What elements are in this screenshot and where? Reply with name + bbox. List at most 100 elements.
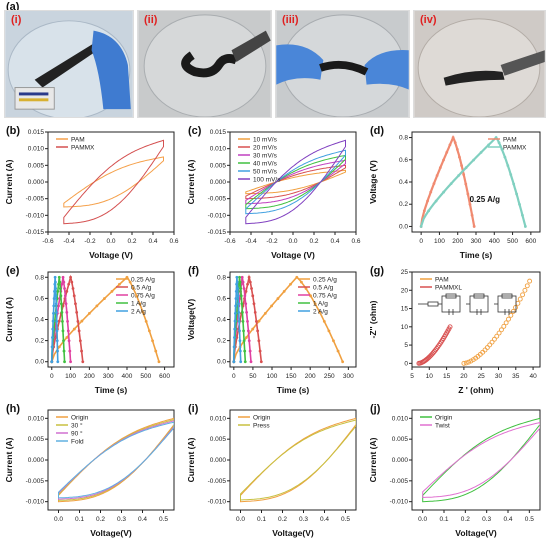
data-point (258, 349, 262, 353)
data-point (479, 150, 483, 154)
data-point (515, 300, 521, 306)
data-point (427, 209, 431, 213)
x-tick-label: 0.0 (236, 516, 245, 523)
data-point (461, 360, 467, 366)
data-point (233, 311, 237, 315)
data-point (95, 304, 99, 308)
data-point (523, 225, 527, 228)
data-point (55, 319, 59, 323)
x-tick-label: 0.1 (75, 516, 84, 523)
data-point (57, 275, 61, 279)
data-point (138, 302, 142, 306)
x-tick-label: 0.2 (96, 516, 105, 523)
data-point (464, 166, 468, 170)
data-point (487, 342, 493, 348)
x-axis-label: Time (s) (95, 385, 128, 395)
data-point (470, 213, 474, 217)
x-tick-label: 0 (232, 373, 236, 380)
photo-label-iii: (iii) (282, 14, 299, 26)
series-line-5 (245, 149, 346, 215)
data-point (241, 310, 244, 314)
panel-label-b: (b) (6, 125, 20, 137)
x-tick-label: 50 (249, 373, 257, 380)
series-group (416, 278, 533, 366)
data-point (282, 289, 286, 293)
x-tick-label: 10 (426, 373, 434, 380)
data-point (232, 345, 236, 349)
x-tick-label: 0.4 (320, 516, 329, 523)
series-group (232, 274, 345, 364)
x-tick-label: 0.1 (439, 516, 448, 523)
data-point (263, 311, 267, 315)
series-markers-1 (232, 275, 345, 364)
series-markers-5 (232, 275, 243, 364)
panel-label-g: (g) (370, 265, 384, 277)
legend-label: Origin (435, 415, 453, 422)
data-point (243, 349, 247, 353)
data-point (234, 289, 238, 293)
data-point (419, 225, 423, 228)
data-point (253, 310, 257, 314)
y-tick-label: -0.005 (26, 478, 45, 485)
y-tick-label: -0.010 (390, 499, 409, 506)
data-point (313, 302, 317, 306)
data-point (238, 339, 242, 343)
photo-iv-image (414, 11, 545, 117)
data-point (238, 329, 241, 333)
legend-label: Origin (253, 415, 271, 422)
x-tick-label: 0 (50, 373, 54, 380)
photo-iv: (iv) (413, 10, 546, 118)
data-point (250, 287, 253, 290)
photo-ii: (ii) (137, 10, 272, 118)
data-point (336, 349, 340, 353)
data-point (318, 310, 322, 314)
data-point (257, 319, 261, 323)
data-point (455, 148, 459, 151)
y-tick-label: 0.6 (399, 157, 408, 164)
legend-label: 0.5 A/g (313, 285, 334, 292)
data-point (66, 329, 70, 333)
x-tick-label: 0.4 (330, 238, 339, 245)
data-point (234, 304, 238, 308)
panel-label-d: (d) (370, 125, 384, 137)
legend-label: 10 mV/s (253, 137, 278, 144)
y-tick-label: -0.005 (390, 478, 409, 485)
panel-label-f: (f) (188, 265, 199, 277)
y-tick-label: -0.010 (208, 212, 227, 219)
x-tick-label: 5 (410, 373, 414, 380)
data-point (242, 287, 246, 290)
legend-label: 20 mV/s (253, 145, 278, 152)
data-point (236, 287, 240, 290)
data-point (240, 275, 244, 279)
data-point (506, 164, 510, 167)
data-point (78, 339, 82, 343)
x-axis-label: Voltage(V) (90, 528, 132, 538)
legend-label: PAM (503, 137, 517, 144)
chart-c: (c) -0.6 -0.4 -0.2 0.0 0.2 0.4 0.6 -0.015 -0.010 -… (184, 122, 364, 262)
data-point (232, 360, 236, 364)
x-tick-label: 30 (495, 373, 503, 380)
data-point (451, 136, 455, 139)
data-point (249, 360, 253, 364)
y-tick-label: 0.2 (399, 201, 408, 208)
y-tick-label: 0.6 (217, 295, 226, 302)
data-point (521, 213, 524, 217)
series-line-4 (58, 421, 174, 499)
data-point (103, 297, 106, 300)
series-group (58, 417, 174, 503)
x-tick-label: 400 (122, 373, 133, 380)
y-axis-label: Current (A) (368, 437, 378, 482)
x-tick-label: 400 (489, 238, 500, 245)
data-point (248, 349, 252, 353)
data-point (61, 275, 65, 279)
data-point (426, 199, 429, 203)
data-point (51, 336, 54, 339)
legend: 0.25 A/g0.5 A/g0.75 A/g1 A/g2 A/g (298, 277, 337, 316)
photo-ii-image (138, 11, 271, 117)
y-tick-label: -0.010 (208, 499, 227, 506)
x-tick-label: 0.2 (461, 516, 470, 523)
x-tick-label: 0.4 (503, 516, 512, 523)
chart-svg-f: (f) 0 50 100 150 200 250 300 0.0 0.2 0.4 0.6 0.8 Time… (186, 265, 357, 395)
y-tick-label: -0.005 (26, 196, 45, 203)
